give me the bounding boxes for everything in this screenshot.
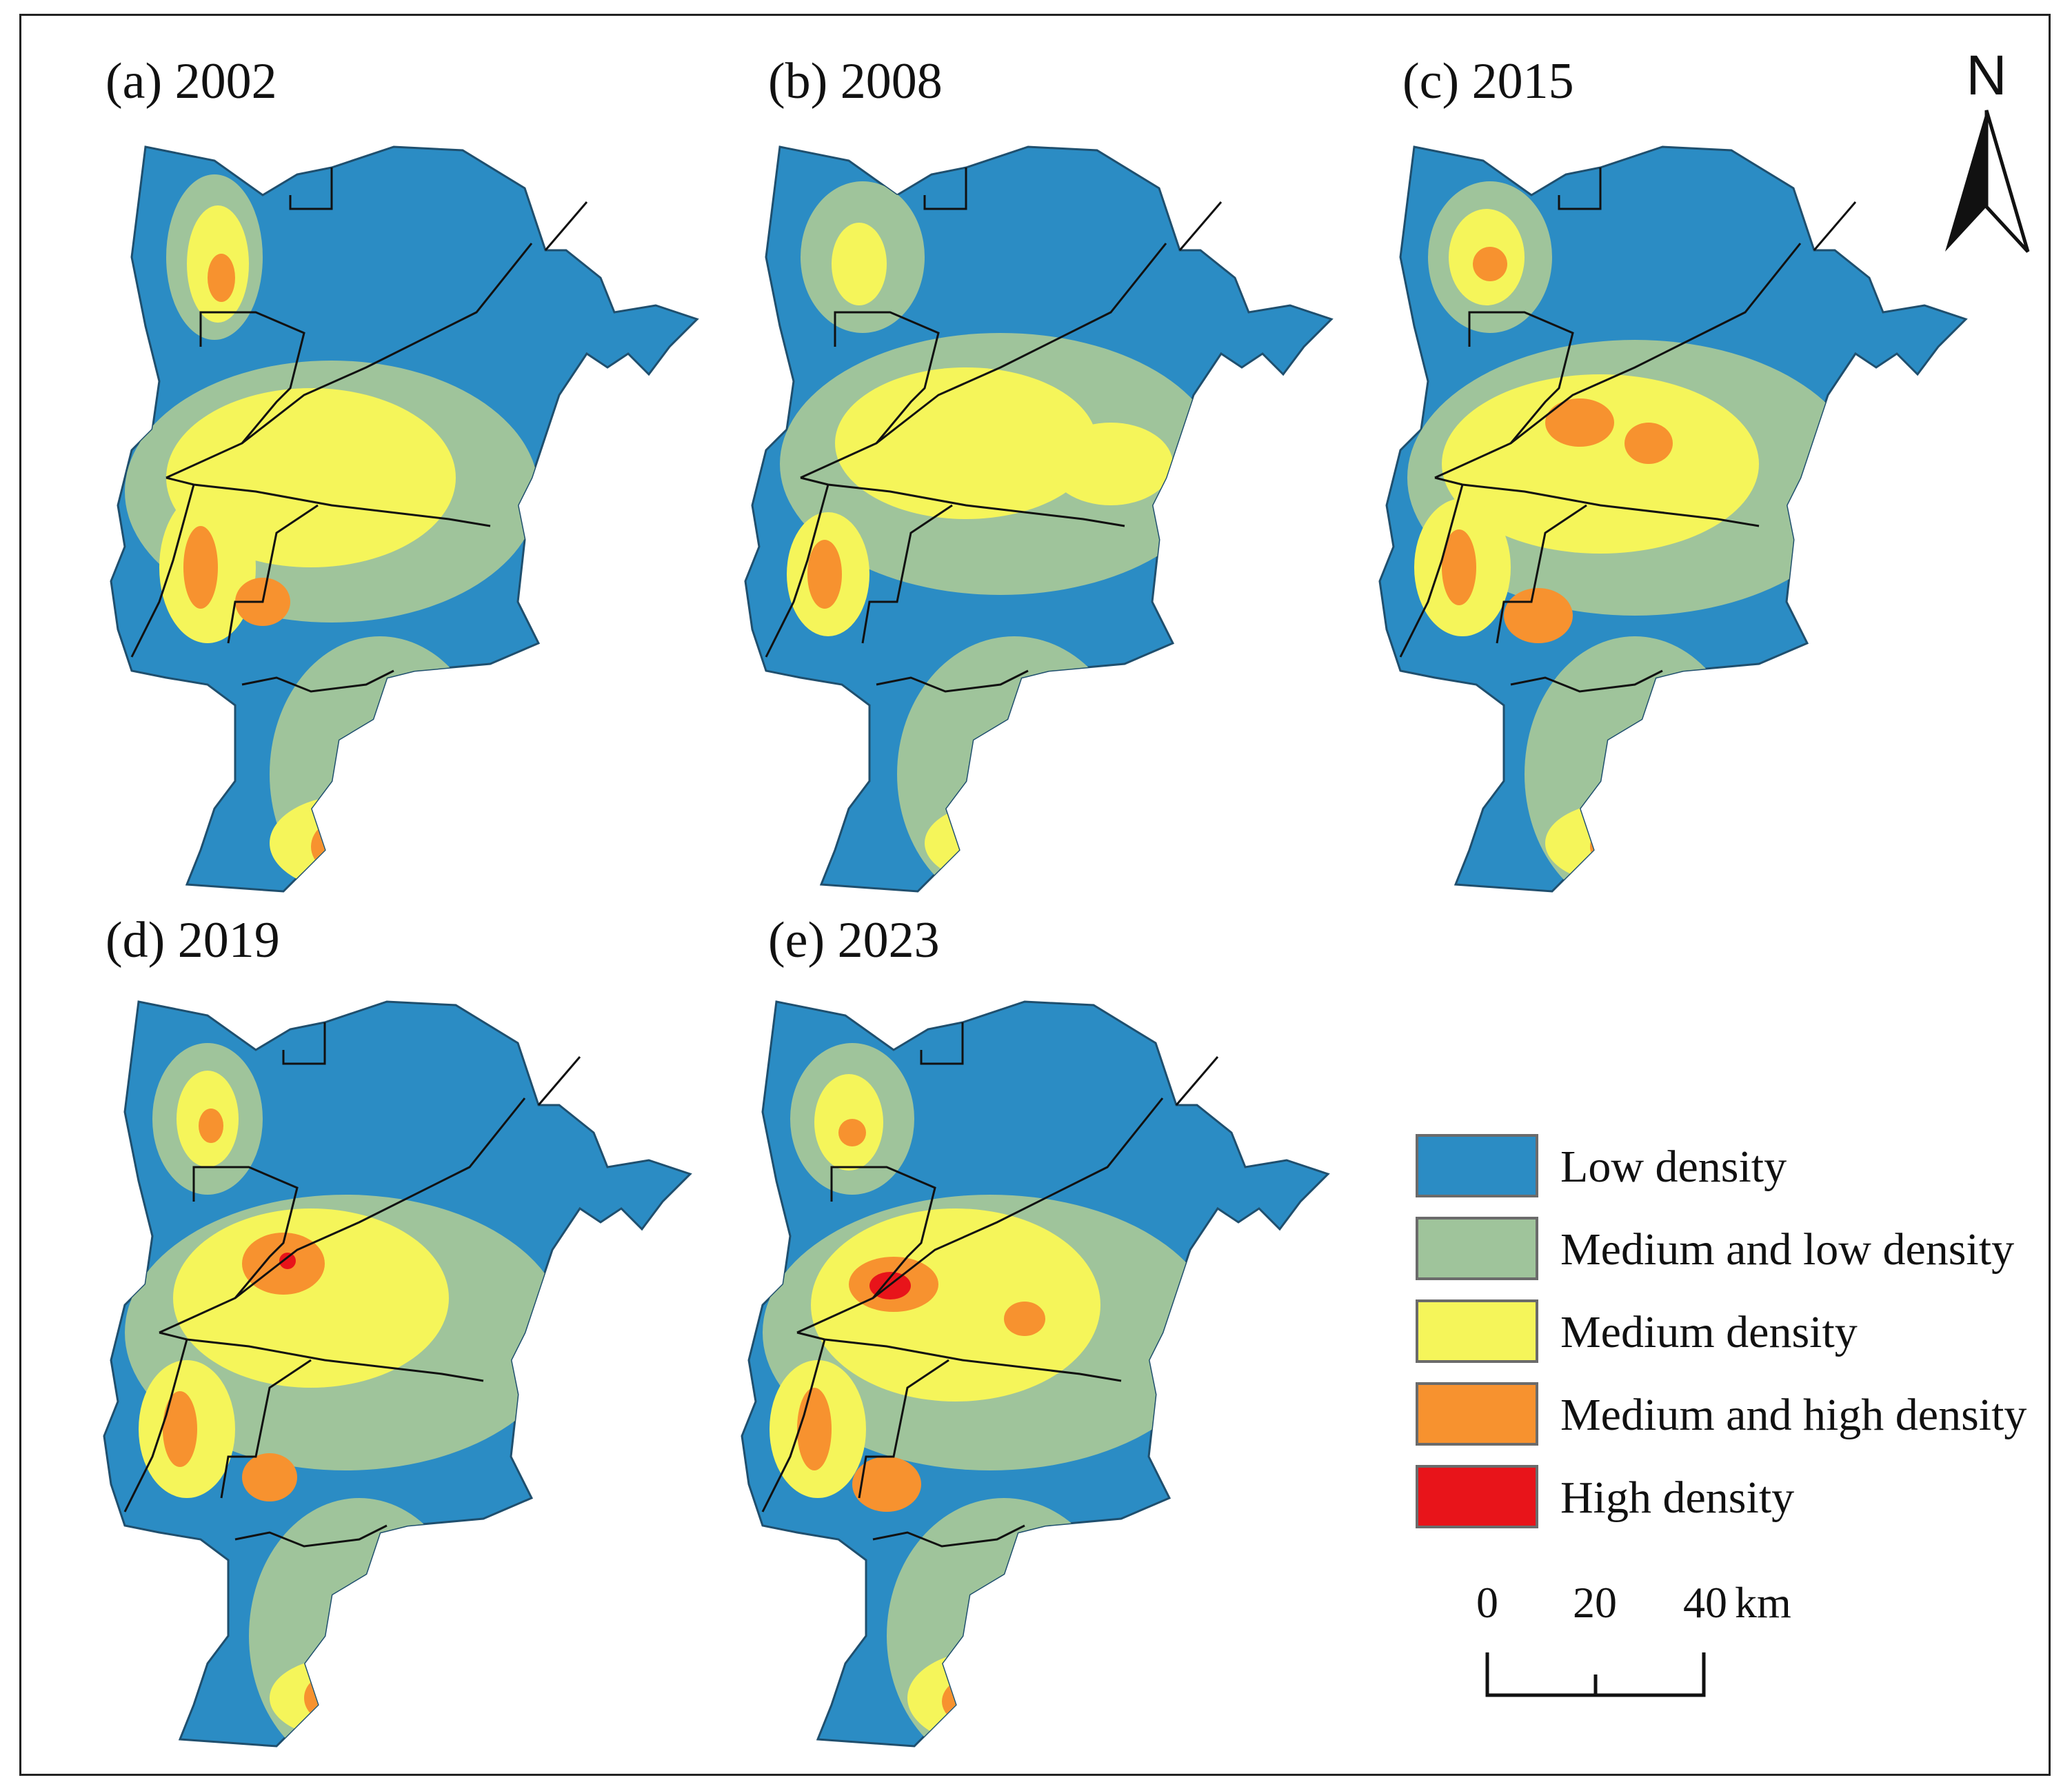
legend-label: High density — [1560, 1473, 1795, 1523]
scale-tick-40: 40 — [1683, 1578, 1727, 1627]
scale-tick-0: 0 — [1476, 1578, 1498, 1627]
panel-year: 2002 — [174, 53, 277, 110]
legend-label: Low density — [1560, 1142, 1787, 1192]
legend-swatch — [1416, 1134, 1538, 1197]
density-map-2008 — [738, 119, 1359, 905]
panel-year: 2015 — [1471, 53, 1574, 110]
legend-item-high-density: High density — [1416, 1465, 2072, 1531]
legend-item-medium-low-density: Medium and low density — [1416, 1217, 2072, 1283]
panel-label: (c) — [1402, 53, 1460, 110]
scale-tick-20: 20 — [1573, 1578, 1617, 1627]
panel-label: (b) — [768, 53, 828, 110]
legend-swatch — [1416, 1217, 1538, 1280]
panel-year: 2008 — [840, 53, 943, 110]
scale-bar: 0 20 40 km — [1476, 1578, 1791, 1705]
legend-item-low-density: Low density — [1416, 1134, 2072, 1200]
panel-title: (d) 2019 — [105, 915, 280, 966]
panel-year: 2023 — [837, 912, 940, 969]
north-arrow-icon: N — [1945, 45, 2030, 253]
panel-title: (a) 2002 — [105, 56, 277, 107]
legend-label: Medium and high density — [1560, 1390, 2027, 1440]
legend-item-medium-high-density: Medium and high density — [1416, 1382, 2072, 1448]
north-label: N — [1966, 45, 2006, 107]
legend-label: Medium and low density — [1560, 1224, 2015, 1275]
legend-swatch — [1416, 1465, 1538, 1528]
panel-year: 2019 — [177, 912, 280, 969]
panel-label: (d) — [105, 912, 165, 969]
panel-label: (a) — [105, 53, 163, 110]
legend-swatch — [1416, 1299, 1538, 1363]
legend-swatch — [1416, 1382, 1538, 1446]
panel-title: (e) 2023 — [768, 915, 940, 966]
legend-item-medium-density: Medium density — [1416, 1299, 2072, 1366]
panel-label: (e) — [768, 912, 825, 969]
scale-line — [1485, 1652, 1706, 1697]
panel-title: (b) 2008 — [768, 56, 943, 107]
figure: (a) 2002 (b) 2008 — [19, 14, 2051, 1776]
density-map-2019 — [97, 974, 718, 1760]
density-map-2002 — [104, 119, 725, 905]
legend-label: Medium density — [1560, 1307, 1858, 1357]
panel-title: (c) 2015 — [1402, 56, 1574, 107]
density-map-2023 — [735, 974, 1356, 1760]
density-map-2015 — [1373, 119, 1993, 905]
scale-unit: km — [1735, 1578, 1791, 1627]
